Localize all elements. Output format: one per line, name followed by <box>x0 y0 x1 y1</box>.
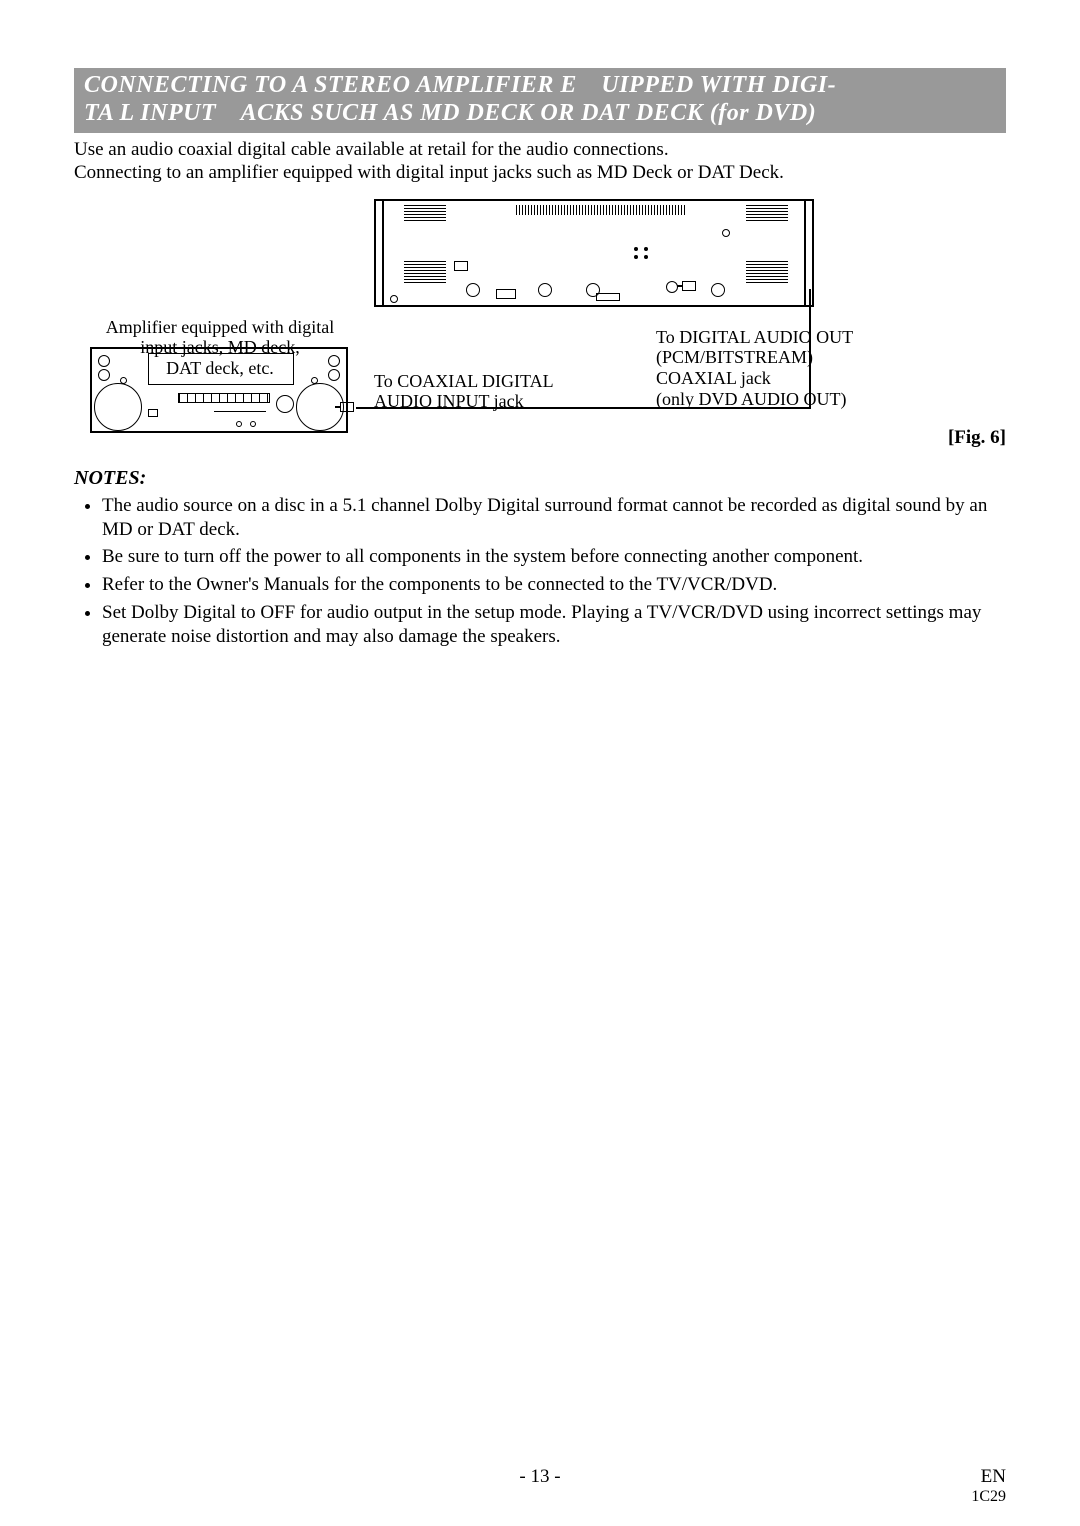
list-item: Set Dolby Digital to OFF for audio outpu… <box>102 601 1006 649</box>
list-item: Refer to the Owner's Manuals for the com… <box>102 573 1006 597</box>
lang-code: EN <box>981 1466 1006 1488</box>
list-item: Be sure to turn off the power to all com… <box>102 545 1006 569</box>
connection-diagram: Amplifier equipped with digital input ja… <box>74 199 1006 449</box>
doc-code: 1C29 <box>971 1488 1006 1506</box>
amp-label: Amplifier equipped with digital input ja… <box>100 317 340 379</box>
intro-text: Use an audio coaxial digital cable avail… <box>74 139 1006 185</box>
notes-list: The audio source on a disc in a 5.1 chan… <box>74 494 1006 649</box>
intro-p2: Connecting to an amplifier equipped with… <box>74 162 1006 185</box>
header-line-2: TA L INPUT ACKS SUCH AS MD DECK OR DAT D… <box>84 100 996 128</box>
page-number: - 13 - <box>519 1466 560 1488</box>
coax-input-label: To COAXIAL DIGITAL AUDIO INPUT jack <box>374 371 594 412</box>
notes-heading: NOTES: <box>74 467 1006 490</box>
figure-label: [Fig. 6] <box>948 427 1006 449</box>
rear-panel <box>374 199 814 307</box>
intro-p1: Use an audio coaxial digital cable avail… <box>74 139 1006 162</box>
list-item: The audio source on a disc in a 5.1 chan… <box>102 494 1006 542</box>
digital-out-label: To DIGITAL AUDIO OUT (PCM/BITSTREAM) COA… <box>656 327 896 410</box>
header-line-1: CONNECTING TO A STEREO AMPLIFIER E UIPPE… <box>84 72 996 100</box>
section-header: CONNECTING TO A STEREO AMPLIFIER E UIPPE… <box>74 68 1006 133</box>
